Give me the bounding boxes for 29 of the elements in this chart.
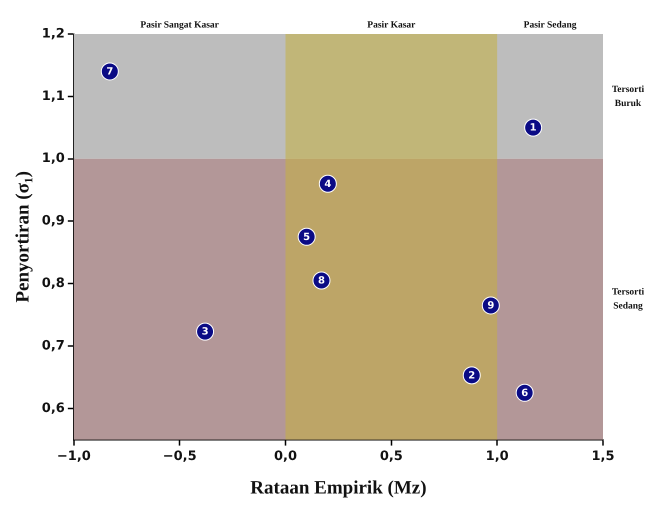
band-label: Pasir Kasar [367,20,416,31]
y-tick-label: 1,0 [42,151,65,166]
y-tick-label: 1,2 [42,26,65,42]
x-tick-label: 1,5 [591,448,615,464]
annotation: 9 [487,300,494,312]
annotation: 4 [324,178,332,190]
y-axis-title: Penyortiran (σ₁) [12,171,34,303]
y-tick-label: 0,6 [42,400,65,416]
x-tick-label: −1,0 [56,448,91,464]
annotation: 5 [303,232,310,243]
annotation: Pasir Sangat Kasar [140,20,220,31]
x-tick-label: 1,0 [486,448,509,464]
y-tick-label: 0,9 [42,214,65,229]
annotation: 8 [318,276,325,287]
x-axis-title: Rataan Empirik (Mz) [250,478,427,499]
x-tick-label: −0,5 [162,448,197,464]
band-label: Tersorti Buruk [612,84,645,109]
annotation: 6 [521,388,528,399]
x-tick-label: 0,5 [380,448,403,464]
annotation: 1 [530,122,537,134]
annotation: Pasir Sedang [524,20,577,31]
annotation: 7 [106,66,114,78]
y-tick-label: 1,1 [42,88,65,104]
annotation: 2 [468,370,476,382]
annotation: 3 [202,326,209,338]
band-label: Tersorti Sedang [612,288,645,312]
y-tick-label: 0,8 [42,276,65,291]
x-tick-label: 0,0 [274,448,298,464]
y-tick-label: 0,7 [42,338,65,354]
